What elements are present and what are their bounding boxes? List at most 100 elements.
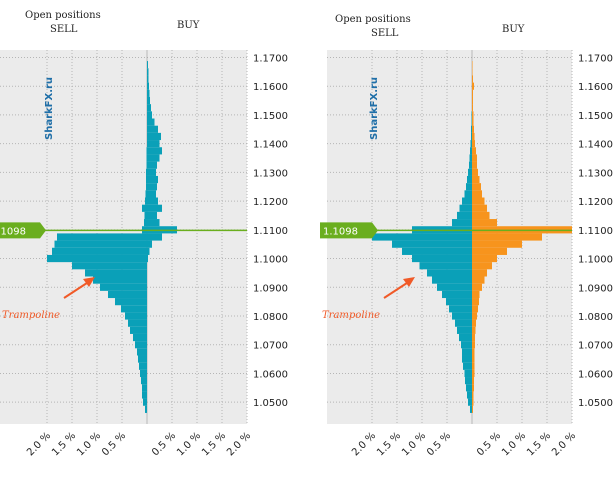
bar: [472, 276, 485, 284]
bar: [468, 398, 472, 406]
legend-sell: SELL: [50, 24, 78, 35]
bar: [472, 319, 476, 327]
y-tick-label: 1.0800: [578, 312, 613, 323]
bar: [472, 391, 474, 399]
title: Open positions: [335, 14, 411, 25]
bar: [472, 233, 542, 241]
bar: [85, 269, 147, 277]
x-tick-label: 1.0 %: [175, 430, 203, 458]
bar: [472, 240, 522, 248]
y-tick-label: 1.0700: [253, 341, 288, 352]
bar: [464, 369, 472, 378]
bar: [471, 125, 472, 133]
bar: [108, 290, 147, 299]
y-tick-label: 1.1400: [578, 140, 613, 151]
bar: [372, 233, 472, 241]
bar: [472, 283, 482, 291]
price-tag: [0, 222, 46, 239]
bar: [472, 384, 474, 392]
bar: [472, 362, 475, 370]
bar: [472, 290, 480, 299]
bar: [472, 312, 477, 320]
watermark: SharkFX.ru: [369, 77, 380, 140]
bar: [133, 333, 147, 342]
x-tick-label: 1.5 %: [375, 430, 403, 458]
bar: [471, 111, 472, 119]
bar: [449, 305, 472, 313]
bar: [472, 305, 478, 313]
bar: [146, 154, 147, 162]
price-tag: [320, 222, 378, 239]
bar: [471, 132, 472, 141]
bar: [472, 398, 474, 406]
bar: [472, 298, 479, 306]
bar: [392, 240, 472, 248]
bar: [472, 405, 473, 413]
bar: [147, 68, 149, 76]
y-tick-label: 1.1200: [253, 197, 288, 208]
y-tick-label: 1.1600: [578, 82, 613, 93]
bar: [147, 204, 162, 212]
bar: [472, 369, 475, 378]
y-tick-label: 1.1500: [253, 111, 288, 122]
bar: [121, 305, 147, 313]
bar: [72, 262, 147, 270]
bar: [470, 140, 472, 148]
bar: [147, 247, 150, 255]
bar: [147, 219, 160, 227]
bar: [468, 168, 472, 176]
bar: [145, 197, 147, 205]
y-tick-label: 1.0600: [578, 369, 613, 380]
bar: [147, 75, 149, 83]
annotation-arrow: [383, 280, 411, 299]
bar: [472, 154, 477, 162]
x-tick-label: 0.5 %: [150, 430, 178, 458]
x-tick-label: 1.5 %: [525, 430, 553, 458]
watermark: SharkFX.ru: [44, 77, 55, 140]
x-tick-label: 1.5 %: [50, 430, 78, 458]
y-tick-label: 1.1100: [578, 226, 613, 237]
bar: [472, 377, 474, 385]
bar: [52, 247, 147, 255]
bar: [472, 247, 507, 255]
annotation: Trampoline: [322, 310, 380, 321]
annotation-arrow: [63, 280, 91, 299]
bar: [471, 118, 472, 126]
bar: [141, 377, 147, 385]
panel: 1.0500 1.0600 1.0700 1.0800 1.0900 1.1000 1.11…: [320, 50, 613, 458]
x-tick-label: 2.0 %: [550, 430, 578, 458]
bar: [467, 391, 472, 399]
bar: [147, 161, 157, 169]
x-tick-label: 1.0 %: [75, 430, 103, 458]
bar: [472, 326, 476, 334]
y-tick-label: 1.1000: [253, 255, 288, 266]
bar: [472, 147, 476, 155]
x-tick-label: 1.0 %: [400, 430, 428, 458]
bar: [147, 104, 151, 112]
y-tick-label: 1.1600: [253, 82, 288, 93]
bar: [465, 377, 472, 385]
bar: [100, 283, 147, 291]
bar: [147, 118, 155, 126]
y-tick-label: 1.0900: [253, 283, 288, 294]
legend-buy: BUY: [177, 20, 200, 31]
bar: [457, 211, 472, 220]
bar: [115, 298, 147, 306]
bar: [142, 204, 147, 212]
bar: [469, 161, 472, 169]
bar: [472, 89, 473, 97]
price-tag-label: 1.1098: [0, 226, 26, 237]
y-tick-label: 1.0900: [578, 283, 613, 294]
bar: [466, 183, 472, 191]
bar: [472, 348, 475, 356]
bar: [54, 240, 147, 248]
title: Open positions: [25, 10, 101, 21]
y-tick-label: 1.1200: [578, 197, 613, 208]
bar: [147, 168, 156, 176]
bar: [432, 276, 472, 284]
bar: [472, 61, 473, 69]
annotation: Trampoline: [2, 310, 60, 321]
bar: [147, 254, 148, 263]
bar: [130, 326, 147, 334]
